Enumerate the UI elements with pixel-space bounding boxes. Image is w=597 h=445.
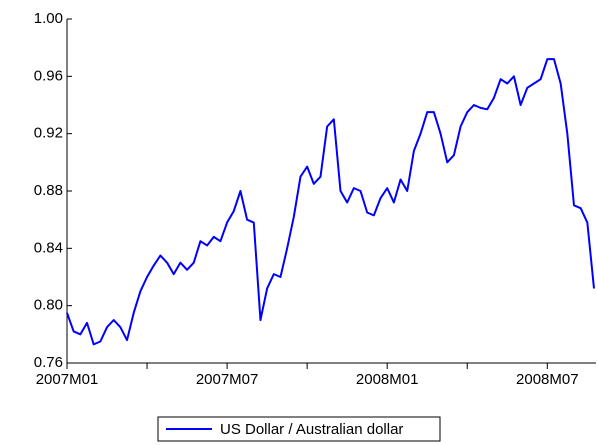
data-line [66, 58, 595, 346]
x-tick-label: 2007M01 [36, 371, 99, 388]
y-tick-label: 0.80 [34, 297, 63, 314]
y-tick-label: 0.88 [34, 182, 63, 199]
y-tick-label: 0.92 [34, 125, 63, 142]
y-tick-label: 0.76 [34, 354, 63, 371]
y-tick-label: 1.00 [34, 10, 63, 27]
x-tick-label: 2008M07 [516, 371, 579, 388]
x-tick-label: 2007M07 [196, 371, 259, 388]
y-tick-label: 0.84 [34, 239, 63, 256]
legend-label: US Dollar / Australian dollar [220, 421, 403, 438]
x-tick-label: 2008M01 [356, 371, 419, 388]
y-tick-label: 0.96 [34, 67, 63, 84]
